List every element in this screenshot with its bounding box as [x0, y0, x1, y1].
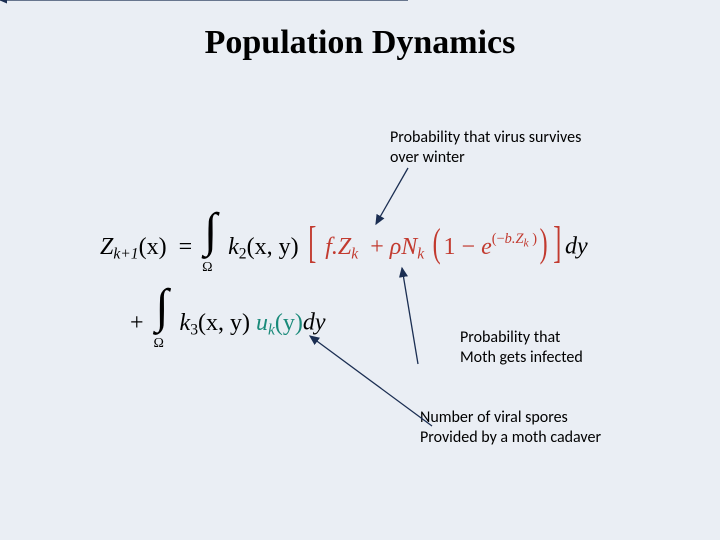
arrow-line	[310, 336, 432, 426]
eq-k2-args: (x, y)	[247, 234, 299, 260]
annotation-virus-survives: Probability that virus survives over win…	[390, 128, 581, 168]
integral-domain: Ω	[154, 336, 164, 352]
annotation-moth-infected: Probability that Moth gets infected	[460, 328, 583, 368]
integral-icon: ∫ Ω	[204, 222, 222, 274]
page-title: Population Dynamics	[0, 24, 720, 62]
annotation-line: Moth gets infected	[460, 348, 583, 367]
eq-rho: ρ	[390, 234, 402, 260]
annotation-viral-spores: Number of viral spores Provided by a mot…	[420, 408, 601, 448]
eq-k2: k	[228, 234, 239, 260]
eq-plus: +	[370, 234, 384, 260]
eq-f: f.	[325, 234, 338, 260]
eq-k3-sub: 3	[190, 321, 198, 338]
eq-Z: Z	[100, 234, 113, 260]
eq-uk-arg: (y)	[275, 310, 303, 336]
eq-Nk: N	[401, 234, 417, 260]
eq-Zk-sub: k	[351, 245, 358, 262]
annotation-line: Number of viral spores	[420, 408, 568, 427]
eq-k3-args: (x, y)	[198, 310, 250, 336]
eq-exp-b: b.	[505, 231, 516, 247]
annotation-line: over winter	[390, 148, 465, 167]
eq-k3: k	[180, 310, 191, 336]
eq-plus2: +	[130, 310, 144, 336]
arrow-line	[376, 168, 408, 224]
eq-e: e	[481, 234, 492, 260]
eq-uk: u	[256, 310, 268, 336]
eq-exp-minus: −	[497, 231, 505, 247]
integral-icon: ∫ Ω	[156, 298, 174, 350]
eq-exp-close: )	[532, 231, 537, 247]
integral-domain: Ω	[202, 260, 212, 276]
annotation-line: Provided by a moth cadaver	[420, 428, 601, 447]
eq-lhs-arg: (x)	[139, 234, 167, 260]
arrow-line	[402, 268, 418, 364]
eq-Zk: Z	[338, 234, 351, 260]
equation-line-2: + ∫ Ω k3(x, y) uk(y)dy	[130, 298, 326, 350]
eq-dy2: dy	[303, 310, 326, 336]
equation-line-1: Zk+1(x) = ∫ Ω k2(x, y) [ f.Zk + ρNk (1 −…	[100, 222, 588, 274]
eq-uk-sub: k	[268, 321, 275, 338]
eq-dy: dy	[565, 234, 588, 260]
annotation-line: Probability that	[460, 328, 560, 347]
eq-exp-k: k	[523, 237, 528, 249]
annotation-line: Probability that virus survives	[390, 128, 581, 147]
eq-one: 1	[444, 234, 456, 260]
eq-Z-sub: k+1	[113, 245, 138, 262]
eq-Nk-sub: k	[417, 245, 424, 262]
eq-k2-sub: 2	[239, 245, 247, 262]
